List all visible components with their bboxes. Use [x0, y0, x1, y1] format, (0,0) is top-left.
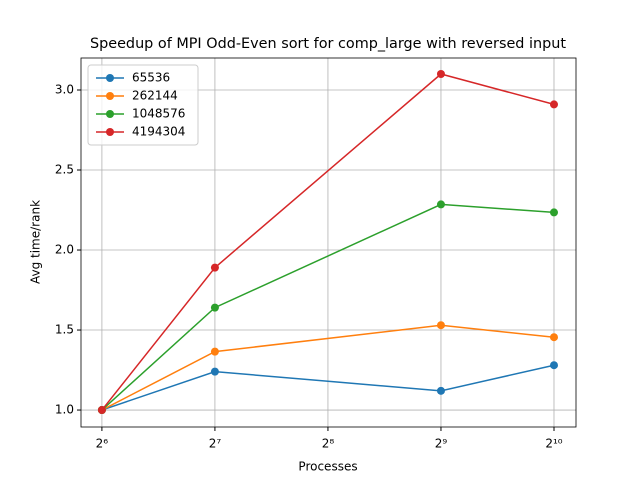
data-point [549, 361, 558, 370]
series-line [101, 364, 555, 411]
legend-marker [106, 92, 114, 100]
x-tick-label: 2¹⁰ [545, 437, 562, 451]
legend-label: 4194304 [132, 125, 185, 139]
y-tick-label: 1.5 [55, 323, 74, 337]
x-tick-label: 2⁷ [209, 437, 222, 451]
data-point [549, 333, 558, 342]
data-point [210, 347, 219, 356]
x-tick-label: 2⁶ [96, 437, 109, 451]
data-point [210, 263, 219, 272]
data-point [436, 321, 445, 330]
data-point [210, 367, 219, 376]
data-point [549, 208, 558, 217]
y-tick-label: 3.0 [55, 83, 74, 97]
legend-marker [106, 128, 114, 136]
series-line [101, 324, 555, 411]
y-tick-label: 2.0 [55, 243, 74, 257]
data-point [436, 386, 445, 395]
data-point [436, 70, 445, 79]
legend-label: 262144 [132, 89, 178, 103]
x-tick-label: 2⁹ [435, 437, 448, 451]
data-point [210, 303, 219, 312]
chart-title: Speedup of MPI Odd-Even sort for comp_la… [90, 36, 566, 52]
series-line [101, 203, 555, 411]
x-axis-label: Processes [298, 460, 357, 474]
series-line [101, 73, 555, 411]
data-point [436, 200, 445, 209]
data-point [97, 406, 106, 415]
legend-label: 65536 [132, 71, 170, 85]
legend: 65536 262144 1048576 4194304 [87, 64, 199, 146]
y-tick-label: 1.0 [55, 403, 74, 417]
data-point [549, 100, 558, 109]
x-tick-label: 2⁸ [322, 437, 335, 451]
legend-marker [106, 110, 114, 118]
plot-frame [80, 57, 577, 428]
legend-box [87, 64, 199, 146]
y-tick-label: 2.5 [55, 163, 74, 177]
legend-label: 1048576 [132, 107, 185, 121]
y-axis-label: Avg time/rank [29, 200, 43, 284]
legend-marker [106, 74, 114, 82]
